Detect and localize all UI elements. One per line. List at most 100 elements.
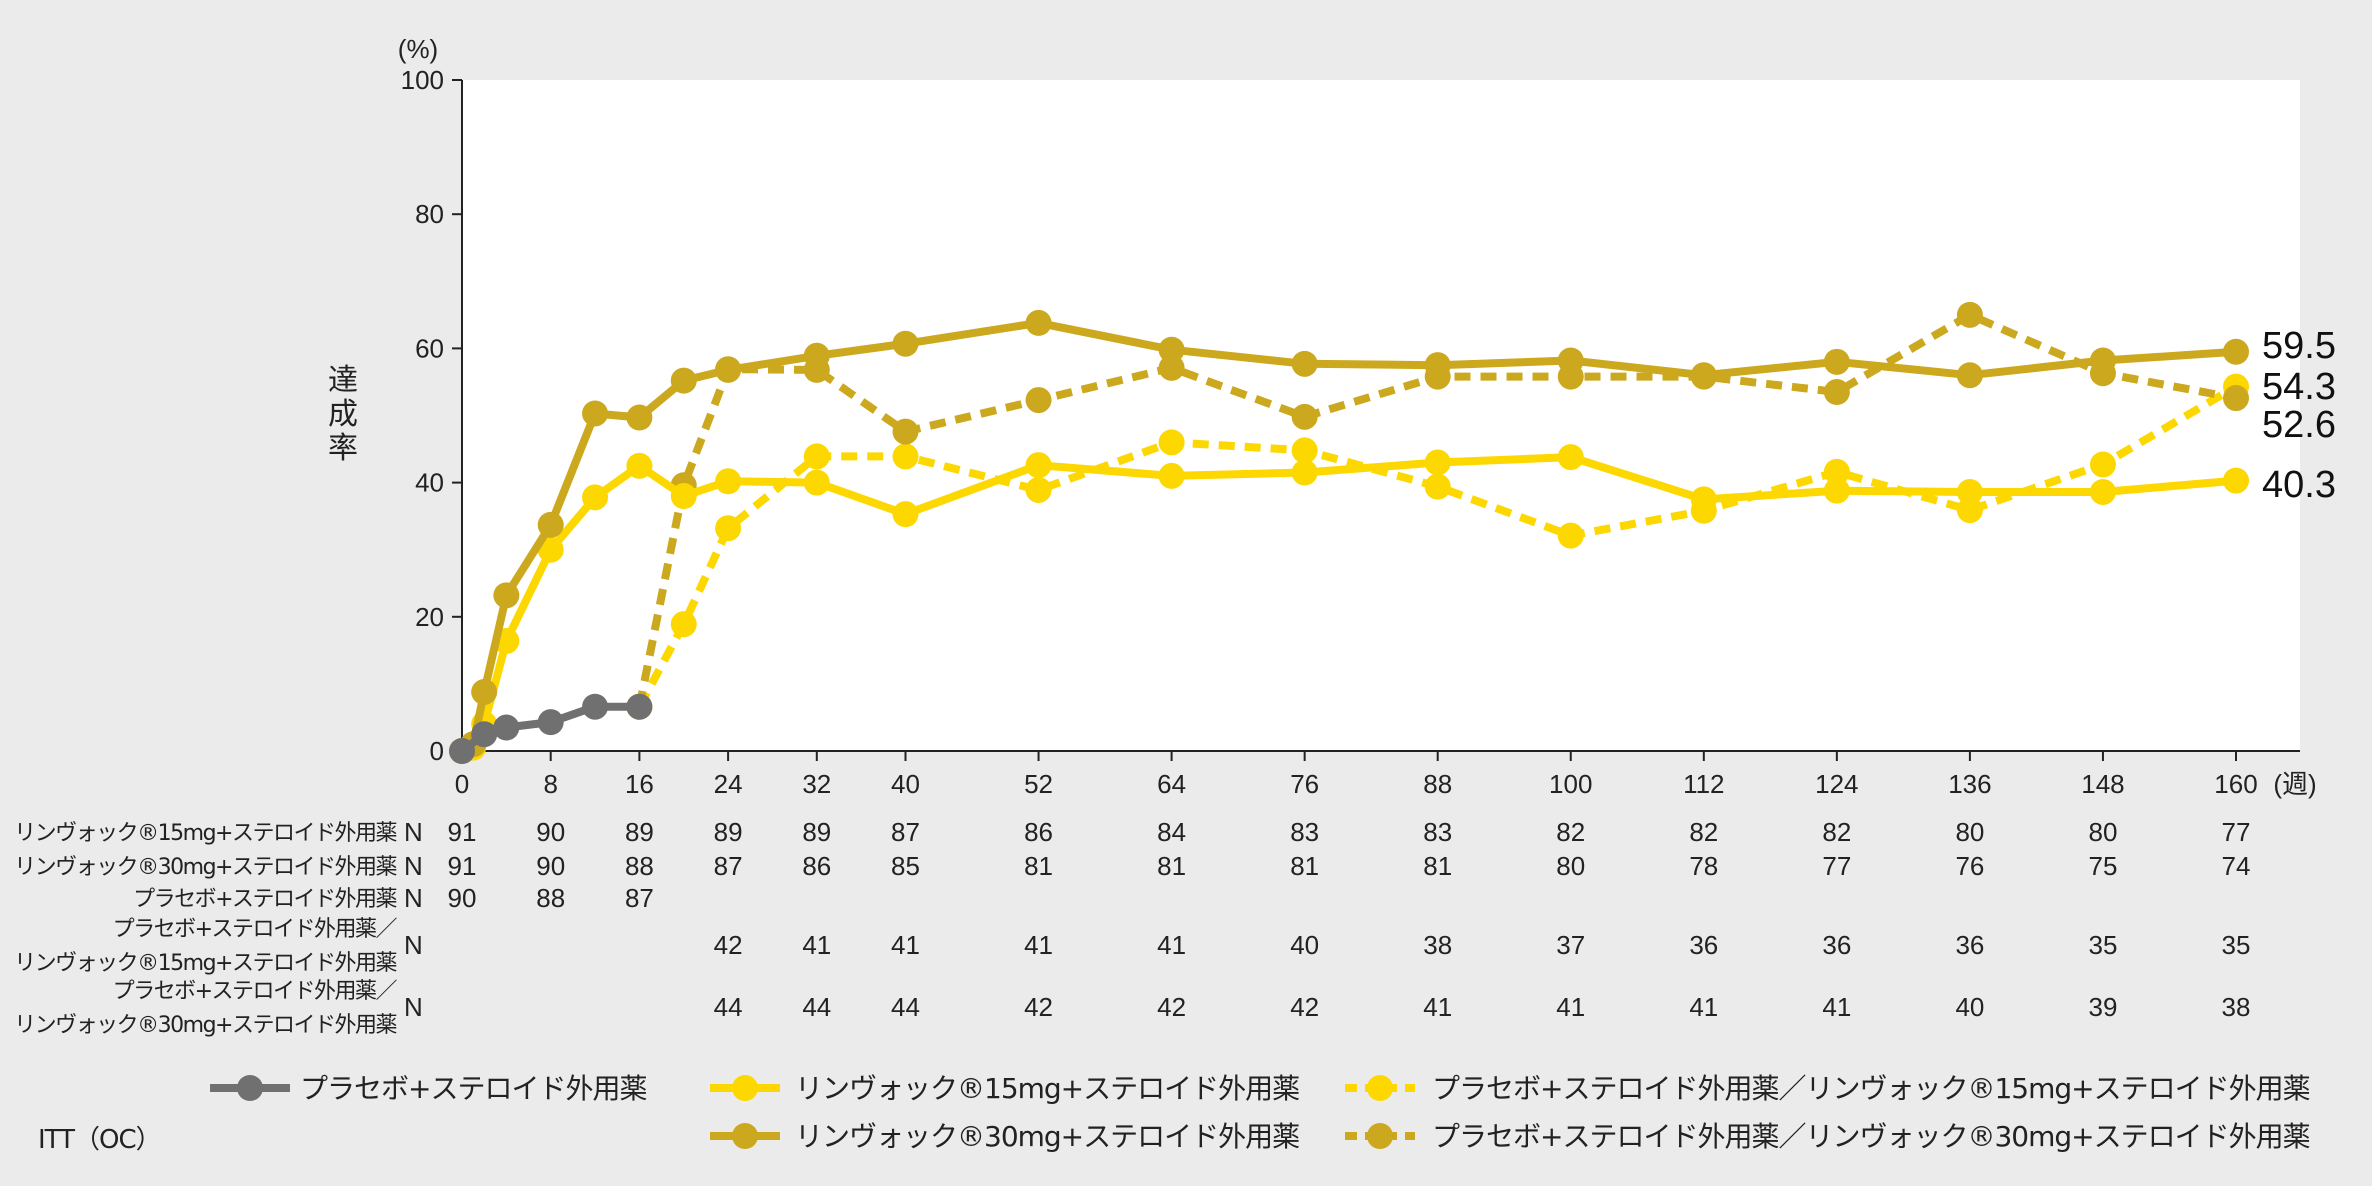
data-point: [892, 443, 919, 470]
legend: プラセボ+ステロイド外用薬 リンヴォック®15mg+ステロイド外用薬プラセボ+ステ…: [210, 1072, 2311, 1153]
n-value: 80: [2088, 817, 2117, 847]
data-point: [1424, 473, 1451, 500]
data-point: [1690, 362, 1717, 389]
data-point: [626, 452, 653, 479]
data-point: [2089, 347, 2116, 374]
data-point: [2223, 467, 2249, 494]
data-point: [1158, 354, 1185, 381]
x-tick-label: 24: [714, 769, 743, 799]
data-point: [2223, 385, 2249, 412]
legend-swatch-marker: [237, 1075, 263, 1101]
data-point: [1823, 379, 1850, 406]
legend-swatch-marker: [732, 1075, 758, 1101]
data-point: [670, 367, 697, 394]
data-point: [1823, 458, 1850, 485]
n-value: 38: [2222, 992, 2251, 1022]
data-point: [1025, 452, 1052, 479]
n-value: 39: [2088, 992, 2117, 1022]
data-point: [1291, 459, 1318, 486]
n-value: 41: [1822, 992, 1851, 1022]
n-row-label: プラセボ+ステロイド外用薬／: [113, 917, 398, 942]
data-point: [1424, 449, 1451, 476]
n-value: 81: [1290, 851, 1319, 881]
n-value: 82: [1822, 817, 1851, 847]
data-point: [1557, 347, 1584, 374]
n-value: 35: [2088, 930, 2117, 960]
n-marker: N: [404, 992, 423, 1022]
n-value: 36: [1955, 930, 1984, 960]
legend-swatch-marker: [1367, 1123, 1393, 1149]
x-tick-label: 16: [625, 769, 654, 799]
x-tick-label: 8: [543, 769, 557, 799]
end-value-label: 52.6: [2262, 404, 2336, 446]
n-value: 81: [1423, 851, 1452, 881]
n-value: 41: [1556, 992, 1585, 1022]
legend-label: プラセボ+ステロイド外用薬: [300, 1072, 646, 1105]
n-marker: N: [404, 883, 423, 913]
n-value: 88: [536, 883, 565, 913]
y-tick-label: 60: [415, 333, 444, 363]
data-point: [1956, 497, 1983, 524]
x-tick-label: 0: [455, 769, 469, 799]
data-point: [626, 693, 653, 720]
x-tick-label: 124: [1815, 769, 1858, 799]
y-tick-label: 20: [415, 602, 444, 632]
plot-background: [462, 80, 2300, 751]
n-value: 82: [1689, 817, 1718, 847]
x-tick-label: 100: [1549, 769, 1592, 799]
n-marker: N: [404, 817, 423, 847]
y-tick-label: 40: [415, 468, 444, 498]
n-value: 85: [891, 851, 920, 881]
n-value: 91: [448, 817, 477, 847]
data-point: [582, 400, 609, 427]
n-row-label: リンヴォック®30mg+ステロイド外用薬: [14, 1013, 397, 1038]
n-value: 83: [1423, 817, 1452, 847]
data-point: [471, 721, 498, 748]
n-value: 87: [714, 851, 743, 881]
data-point: [2223, 338, 2249, 365]
n-value: 44: [802, 992, 831, 1022]
n-value: 44: [891, 992, 920, 1022]
data-point: [1025, 476, 1052, 503]
legend-label: リンヴォック®15mg+ステロイド外用薬: [795, 1072, 1299, 1105]
legend-swatch-marker: [732, 1123, 758, 1149]
data-point: [1557, 444, 1584, 471]
n-value: 90: [536, 817, 565, 847]
n-value: 41: [1689, 992, 1718, 1022]
n-value: 89: [625, 817, 654, 847]
end-labels: 59.554.352.6 40.3: [2262, 325, 2336, 506]
data-point: [1291, 350, 1318, 377]
data-point: [1823, 477, 1850, 504]
n-value: 41: [1157, 930, 1186, 960]
data-point: [1424, 352, 1451, 379]
data-point: [1557, 522, 1584, 549]
data-point: [493, 582, 520, 609]
data-point: [449, 738, 475, 764]
n-value: 40: [1955, 992, 1984, 1022]
x-tick-label: 160: [2214, 769, 2257, 799]
end-value-label: 40.3: [2262, 464, 2336, 506]
n-value: 82: [1556, 817, 1585, 847]
legend-label: リンヴォック®30mg+ステロイド外用薬: [795, 1120, 1299, 1153]
n-row-label: リンヴォック®30mg+ステロイド外用薬: [14, 855, 397, 880]
x-tick-label: 32: [802, 769, 831, 799]
legend-swatch-marker: [1367, 1075, 1393, 1101]
y-tick-label: 80: [415, 199, 444, 229]
x-tick-label: 64: [1157, 769, 1186, 799]
data-point: [715, 468, 742, 495]
data-point: [892, 501, 919, 528]
data-point: [670, 611, 697, 638]
n-value: 42: [1290, 992, 1319, 1022]
x-tick-label: 136: [1948, 769, 1991, 799]
footnote: ITT（OC）: [38, 1125, 161, 1155]
legend-label: プラセボ+ステロイド外用薬／リンヴォック®30mg+ステロイド外用薬: [1432, 1120, 2310, 1153]
data-point: [715, 515, 742, 542]
x-tick-label: 148: [2081, 769, 2124, 799]
n-value: 81: [1157, 851, 1186, 881]
n-value: 41: [802, 930, 831, 960]
y-tick-label: 0: [430, 736, 444, 766]
end-value-label: 54.3: [2262, 366, 2336, 408]
n-value: 78: [1689, 851, 1718, 881]
data-point: [892, 418, 919, 445]
